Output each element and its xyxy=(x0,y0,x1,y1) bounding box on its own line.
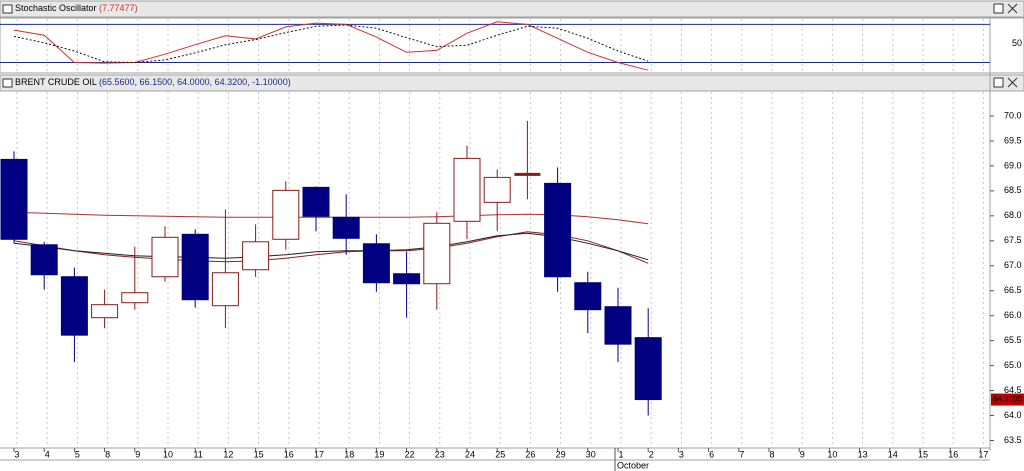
indicator-line xyxy=(13,231,649,264)
plot: 503 4 5 8 9 10 11 12 15 16 17 18 19 22 23 24 25 26 29 30 1 2 3… xyxy=(0,19,1024,471)
candle-body xyxy=(302,186,330,217)
candle-body xyxy=(60,276,88,336)
x-tick-label: 7 xyxy=(739,449,744,459)
candle-body xyxy=(453,157,481,222)
x-tick-label: 5 xyxy=(75,449,80,459)
month-label: October xyxy=(617,460,649,470)
candle-body xyxy=(604,306,632,345)
x-tick-label: 15 xyxy=(254,449,264,459)
indicator-value: (7.77477) xyxy=(99,3,138,13)
candle-body xyxy=(423,222,451,285)
x-tick-label: 1 xyxy=(618,449,623,459)
x-tick-label: 23 xyxy=(435,449,445,459)
x-tick-label: 18 xyxy=(344,449,354,459)
y-tick-label: 67.0 xyxy=(1004,260,1022,270)
indicator-line xyxy=(13,232,649,261)
pane-icon xyxy=(2,78,13,88)
candle-body xyxy=(574,282,602,311)
ohlc-values: (65.5600, 66.1500, 64.0000, 64.3200, -1.… xyxy=(99,77,291,87)
candle-body xyxy=(634,337,662,401)
candle-body xyxy=(211,272,239,307)
y-tick-label: 65.5 xyxy=(1004,335,1022,345)
x-tick-label: 4 xyxy=(45,449,50,459)
candle-body xyxy=(514,172,541,176)
x-tick-label: 30 xyxy=(586,449,596,459)
x-tick-label: 24 xyxy=(465,449,475,459)
candle-body xyxy=(151,236,179,278)
x-tick-label: 25 xyxy=(495,449,505,459)
x-tick-label: 17 xyxy=(314,449,324,459)
x-tick-label: 3 xyxy=(679,449,684,459)
pane-frame xyxy=(0,17,1024,74)
y-tick-label: 68.5 xyxy=(1004,185,1022,195)
y-tick-label: 68.0 xyxy=(1004,210,1022,220)
close-button[interactable] xyxy=(1007,77,1018,88)
x-tick-label: 6 xyxy=(709,449,714,459)
y-tick-label: 64.0 xyxy=(1004,410,1022,420)
x-tick-label: 29 xyxy=(556,449,566,459)
y-tick-label: 70.0 xyxy=(1004,110,1022,120)
close-button[interactable] xyxy=(1007,3,1018,14)
x-tick-label: 26 xyxy=(525,449,535,459)
indicator-line xyxy=(13,211,649,225)
candle-body xyxy=(0,158,28,240)
candle-body xyxy=(332,216,360,239)
x-tick-label: 16 xyxy=(948,449,958,459)
candle-body xyxy=(242,241,270,271)
y-tick-label: 67.5 xyxy=(1004,235,1022,245)
x-tick-label: 16 xyxy=(284,449,294,459)
y-tick-label: 66.0 xyxy=(1004,310,1022,320)
candle-body xyxy=(91,304,119,319)
y-tick-label: 50 xyxy=(1012,38,1022,48)
x-tick-label: 10 xyxy=(163,449,173,459)
x-tick-label: 12 xyxy=(223,449,233,459)
x-tick-label: 3 xyxy=(14,449,19,459)
pane-header xyxy=(0,74,1024,92)
candle-body xyxy=(30,244,58,276)
last-price-box xyxy=(991,393,1024,406)
candle-body xyxy=(121,292,149,304)
pane-icon xyxy=(2,4,13,14)
x-tick-label: 9 xyxy=(800,449,805,459)
candle-body xyxy=(483,176,511,203)
y-tick-label: 66.5 xyxy=(1004,285,1022,295)
y-tick-label: 69.5 xyxy=(1004,135,1022,145)
y-tick-label: 65.0 xyxy=(1004,360,1022,370)
maximize-button[interactable] xyxy=(993,77,1004,88)
indicator-line xyxy=(13,21,649,71)
maximize-button[interactable] xyxy=(993,3,1004,14)
last-price-label: 64.3200 xyxy=(993,395,1022,404)
x-tick-label: 8 xyxy=(105,449,110,459)
y-tick-label: 69.0 xyxy=(1004,160,1022,170)
x-tick-label: 8 xyxy=(769,449,774,459)
candle-body xyxy=(272,189,300,240)
x-tick-label: 14 xyxy=(888,449,898,459)
y-tick-label: 64.5 xyxy=(1004,385,1022,395)
indicator-name: Stochastic Oscillator xyxy=(15,3,97,13)
x-tick-label: 11 xyxy=(194,449,203,459)
x-tick-label: 2 xyxy=(649,449,654,459)
candle-body xyxy=(181,233,209,301)
indicator-line xyxy=(13,24,649,64)
candle-body xyxy=(393,273,421,285)
x-tick-label: 17 xyxy=(978,449,988,459)
pane-title: BRENT CRUDE OIL (65.5600, 66.1500, 64.00… xyxy=(15,77,291,87)
x-tick-label: 15 xyxy=(918,449,928,459)
candle-body xyxy=(544,182,572,278)
pane-header xyxy=(0,0,1024,18)
pane-title: Stochastic Oscillator (7.77477) xyxy=(15,3,138,13)
x-tick-label: 9 xyxy=(135,449,140,459)
candle-body xyxy=(362,243,390,284)
symbol-name: BRENT CRUDE OIL xyxy=(15,77,97,87)
x-tick-label: 10 xyxy=(827,449,837,459)
x-tick-label: 13 xyxy=(858,449,868,459)
x-tick-label: 19 xyxy=(374,449,384,459)
x-tick-label: 22 xyxy=(405,449,415,459)
y-tick-label: 63.5 xyxy=(1004,435,1022,445)
